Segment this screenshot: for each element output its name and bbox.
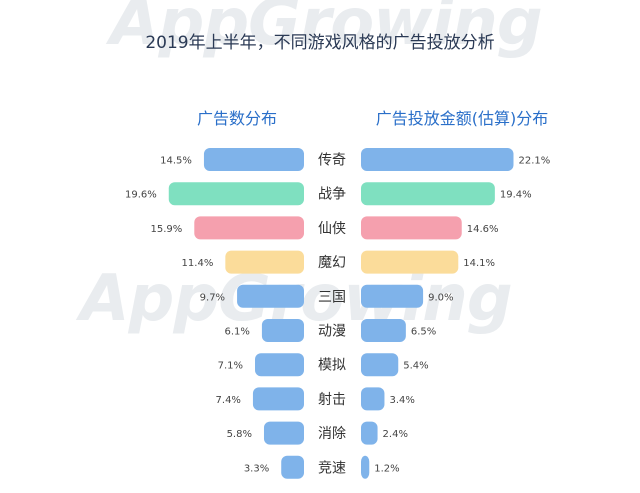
right-value-label-1: 19.4% (500, 190, 532, 201)
left-bar-7 (252, 387, 304, 411)
right-bar-9 (361, 455, 370, 479)
category-label-3: 魔幻 (318, 255, 346, 271)
left-value-label-0: 14.5% (160, 156, 192, 167)
right-value-label-7: 3.4% (389, 395, 414, 406)
left-bar-9 (281, 455, 304, 479)
right-bar-2 (361, 216, 462, 240)
category-label-2: 仙侠 (318, 221, 346, 237)
right-bar-6 (361, 353, 399, 377)
left-bar-3 (225, 250, 304, 274)
category-label-1: 战争 (318, 187, 346, 203)
left-bar-5 (261, 319, 304, 342)
left-value-label-4: 9.7% (200, 292, 225, 303)
left-value-label-7: 7.4% (216, 395, 241, 406)
right-value-label-0: 22.1% (518, 156, 550, 167)
right-bar-5 (361, 319, 406, 342)
left-value-label-3: 11.4% (182, 258, 214, 269)
right-bar-8 (361, 421, 378, 445)
left-value-label-9: 3.3% (244, 463, 269, 474)
right-value-label-4: 9.0% (428, 292, 453, 303)
left-series-heading: 广告数分布 (197, 109, 277, 128)
left-bar-8 (263, 421, 304, 445)
right-bar-0 (361, 148, 514, 171)
right-value-label-9: 1.2% (374, 463, 399, 474)
left-value-label-5: 6.1% (225, 327, 250, 338)
right-bar-7 (361, 387, 385, 411)
category-label-9: 竞速 (318, 459, 346, 476)
left-bar-2 (194, 216, 304, 240)
right-value-label-5: 6.5% (411, 327, 436, 338)
left-value-label-6: 7.1% (218, 361, 243, 372)
watermark-top: AppGrowing (110, 0, 543, 60)
chart-title: 2019年上半年，不同游戏风格的广告投放分析 (145, 33, 494, 53)
right-value-label-8: 2.4% (383, 429, 408, 440)
left-bar-1 (168, 182, 304, 206)
left-bar-0 (203, 148, 304, 171)
category-label-7: 射击 (318, 392, 346, 408)
left-value-label-2: 15.9% (151, 224, 183, 235)
category-label-8: 消除 (318, 426, 346, 442)
right-bar-1 (361, 182, 495, 206)
right-value-label-2: 14.6% (467, 224, 499, 235)
category-label-6: 模拟 (318, 358, 346, 374)
right-bar-3 (361, 250, 459, 274)
right-series-heading: 广告投放金额(估算)分布 (376, 109, 549, 128)
left-bar-4 (237, 284, 304, 308)
left-value-label-1: 19.6% (125, 190, 157, 201)
category-label-0: 传奇 (318, 152, 346, 169)
right-value-label-6: 5.4% (403, 361, 428, 372)
right-value-label-3: 14.1% (463, 258, 495, 269)
category-label-5: 动漫 (318, 324, 346, 340)
right-bar-4 (361, 284, 424, 308)
left-bar-6 (255, 353, 304, 377)
left-value-label-8: 5.8% (227, 429, 252, 440)
category-label-4: 三国 (318, 289, 346, 305)
